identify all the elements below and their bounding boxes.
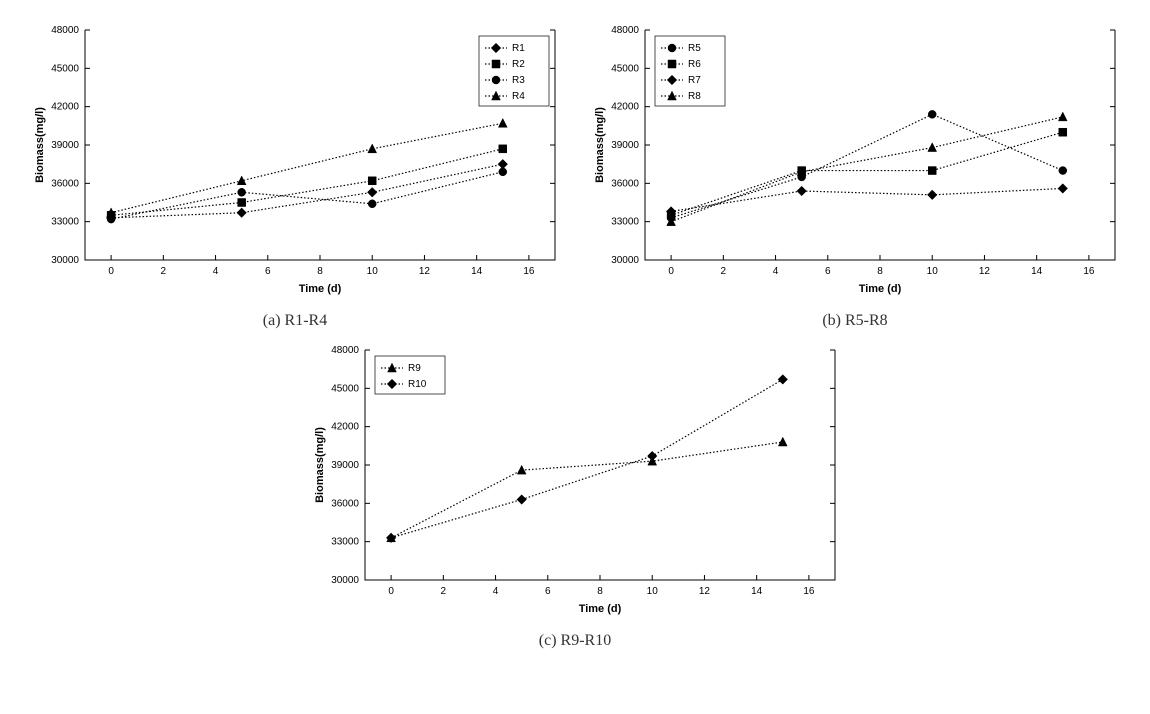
svg-text:12: 12 [979,266,991,277]
svg-text:R9: R9 [408,363,421,374]
svg-text:45000: 45000 [331,383,359,394]
svg-text:36000: 36000 [611,178,639,189]
panel-c: 30000 33000 36000 39000 42000 45000 48000 0 2 4 6 8… [295,330,855,650]
caption-c: (c) R9-R10 [539,632,611,650]
svg-text:42000: 42000 [611,102,639,113]
svg-text:30000: 30000 [611,255,639,266]
svg-text:R4: R4 [512,91,525,102]
svg-text:8: 8 [317,266,323,277]
svg-text:R10: R10 [408,379,427,390]
svg-text:36000: 36000 [331,498,359,509]
svg-text:Time (d): Time (d) [859,283,902,295]
svg-text:R2: R2 [512,59,525,70]
svg-text:6: 6 [265,266,271,277]
svg-text:33000: 33000 [331,537,359,548]
svg-text:R1: R1 [512,43,525,54]
svg-text:42000: 42000 [331,422,359,433]
svg-text:2: 2 [721,266,727,277]
svg-text:2: 2 [441,586,447,597]
svg-text:R5: R5 [688,43,701,54]
svg-text:10: 10 [367,266,379,277]
panel-a: 30000 33000 36000 39000 42000 45000 48000 0 2 4 6 8… [15,10,575,330]
svg-text:48000: 48000 [611,25,639,36]
chart-b: 30000 33000 36000 39000 42000 45000 48000 0 2 4 6 8… [575,10,1135,310]
svg-text:10: 10 [647,586,659,597]
svg-text:6: 6 [545,586,551,597]
chart-a: 30000 33000 36000 39000 42000 45000 48000 0 2 4 6 8… [15,10,575,310]
chart-c: 30000 33000 36000 39000 42000 45000 48000 0 2 4 6 8… [295,330,855,630]
svg-text:0: 0 [668,266,674,277]
svg-text:12: 12 [419,266,431,277]
svg-text:10: 10 [927,266,939,277]
svg-text:4: 4 [773,266,779,277]
svg-text:39000: 39000 [611,140,639,151]
svg-text:4: 4 [493,586,499,597]
svg-text:8: 8 [877,266,883,277]
svg-text:14: 14 [751,586,763,597]
svg-text:48000: 48000 [331,345,359,356]
svg-text:33000: 33000 [611,217,639,228]
svg-text:16: 16 [523,266,535,277]
svg-text:30000: 30000 [51,255,79,266]
svg-text:R3: R3 [512,75,525,86]
svg-text:R8: R8 [688,91,701,102]
panel-b: 30000 33000 36000 39000 42000 45000 48000 0 2 4 6 8… [575,10,1135,330]
svg-text:42000: 42000 [51,102,79,113]
svg-text:36000: 36000 [51,178,79,189]
figure-grid: 30000 33000 36000 39000 42000 45000 48000 0 2 4 6 8… [10,10,1140,650]
svg-text:16: 16 [803,586,815,597]
svg-text:0: 0 [388,586,394,597]
svg-text:Time (d): Time (d) [299,283,342,295]
caption-a: (a) R1-R4 [263,312,327,330]
svg-text:48000: 48000 [51,25,79,36]
caption-b: (b) R5-R8 [822,312,887,330]
svg-text:Biomass(mg/l): Biomass(mg/l) [594,107,606,183]
svg-text:8: 8 [597,586,603,597]
svg-text:14: 14 [471,266,483,277]
svg-text:6: 6 [825,266,831,277]
svg-text:16: 16 [1083,266,1095,277]
svg-text:0: 0 [108,266,114,277]
svg-text:33000: 33000 [51,217,79,228]
svg-text:2: 2 [161,266,167,277]
svg-text:39000: 39000 [51,140,79,151]
svg-text:45000: 45000 [51,63,79,74]
svg-text:14: 14 [1031,266,1043,277]
svg-text:R6: R6 [688,59,701,70]
svg-text:39000: 39000 [331,460,359,471]
svg-text:4: 4 [213,266,219,277]
svg-text:Time (d): Time (d) [579,603,622,615]
svg-text:30000: 30000 [331,575,359,586]
svg-text:Biomass(mg/l): Biomass(mg/l) [314,427,326,503]
svg-text:12: 12 [699,586,711,597]
svg-text:R7: R7 [688,75,701,86]
svg-text:Biomass(mg/l): Biomass(mg/l) [34,107,46,183]
svg-text:45000: 45000 [611,63,639,74]
